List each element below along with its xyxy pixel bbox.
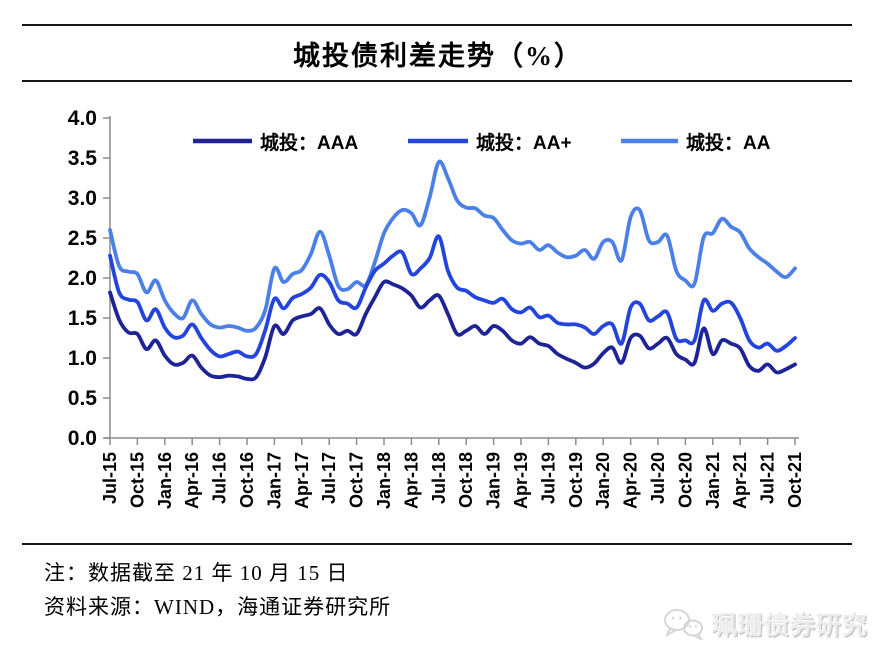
x-tick-label: Jan-18 (374, 452, 394, 509)
x-tick-label: Oct-15 (127, 452, 147, 508)
y-tick-label: 0.0 (68, 427, 97, 450)
series-line-aa (108, 159, 797, 333)
x-tick-label: Apr-16 (182, 452, 202, 509)
x-tick-label: Jan-17 (264, 452, 284, 509)
footer-divider (22, 543, 852, 545)
y-tick-label: 4.0 (68, 107, 97, 130)
x-tick-label: Apr-20 (621, 452, 641, 509)
x-tick-label: Oct-16 (237, 452, 257, 508)
y-tick-label: 0.5 (68, 387, 98, 410)
x-tick-label: Jul-15 (100, 452, 120, 504)
y-tick-label: 3.0 (68, 187, 97, 210)
y-tick-label: 2.0 (68, 267, 97, 290)
legend-label-aaa: 城投：AAA (260, 131, 358, 154)
x-tick-label: Jul-20 (648, 452, 668, 504)
x-tick-label: Jul-21 (758, 452, 778, 504)
y-tick-label: 2.5 (68, 227, 98, 250)
series-line-aaa (108, 279, 797, 382)
x-tick-label: Jul-19 (538, 452, 558, 504)
top-divider (22, 24, 852, 26)
y-tick-label: 1.0 (68, 347, 97, 370)
x-tick-label: Apr-19 (511, 452, 531, 509)
x-tick-label: Jul-16 (210, 452, 230, 504)
x-tick-label: Oct-18 (456, 452, 476, 508)
x-tick-label: Jul-17 (319, 452, 339, 504)
x-tick-label: Jan-16 (155, 452, 175, 509)
x-tick-label: Jan-21 (703, 452, 723, 509)
x-tick-label: Apr-21 (730, 452, 750, 509)
legend-label-aaplus: 城投：AA+ (476, 131, 572, 154)
x-tick-label: Jan-19 (484, 452, 504, 509)
title-divider (22, 80, 852, 82)
chart-title: 城投债利差走势（%） (293, 41, 583, 71)
y-tick-label: 1.5 (68, 307, 98, 330)
x-tick-label: Jul-18 (429, 452, 449, 504)
data-cutoff-note: 注：数据截至 21 年 10 月 15 日 (44, 561, 349, 585)
watermark-text: 珮珊债券研究 (711, 613, 868, 640)
x-tick-label: Apr-18 (401, 452, 421, 509)
x-tick-label: Apr-17 (292, 452, 312, 509)
wechat-icon (663, 609, 703, 640)
x-tick-label: Oct-20 (675, 452, 695, 508)
x-tick-label: Oct-19 (566, 452, 586, 508)
brand-watermark: 珮珊债券研究 (663, 606, 868, 642)
legend-label-aa: 城投：AA (686, 131, 771, 154)
source-note: 资料来源：WIND，海通证券研究所 (44, 595, 392, 619)
series-line-aaplus (108, 234, 797, 359)
x-tick-label: Oct-21 (785, 452, 805, 508)
y-tick-label: 3.5 (68, 147, 98, 170)
x-tick-label: Jan-20 (593, 452, 613, 509)
x-tick-label: Oct-17 (347, 452, 367, 508)
